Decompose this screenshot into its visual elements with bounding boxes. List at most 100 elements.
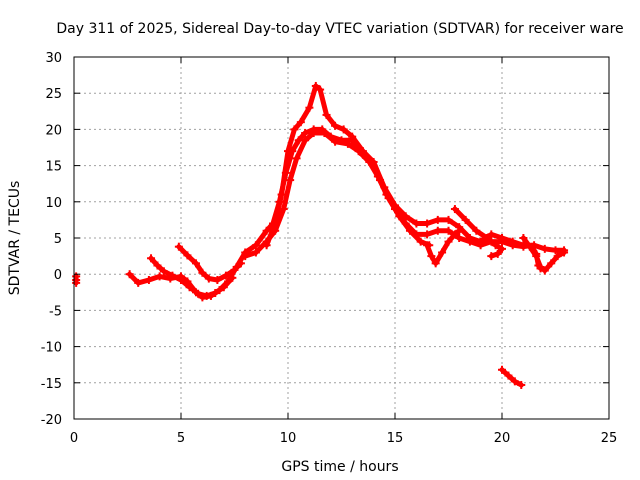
y-tick-label: -10 <box>41 341 62 356</box>
x-tick-label: 15 <box>387 431 404 446</box>
series-outlier-negative <box>499 367 524 388</box>
data-point <box>438 248 447 257</box>
data-point <box>236 259 245 268</box>
data-point <box>191 259 200 268</box>
series-lower-branch <box>242 130 432 259</box>
data-point <box>286 176 295 185</box>
data-point <box>433 226 442 235</box>
data-point <box>301 129 310 138</box>
data-point <box>412 219 421 228</box>
grid-layer <box>74 57 609 419</box>
data-point <box>202 291 211 300</box>
data-point <box>547 259 556 268</box>
data-point <box>416 237 425 246</box>
data-point <box>498 244 506 253</box>
data-point <box>230 265 239 274</box>
series-main-track <box>127 126 567 300</box>
data-point <box>331 137 340 146</box>
data-point <box>450 230 459 239</box>
data-point <box>423 219 432 228</box>
data-point <box>159 267 168 276</box>
data-point <box>185 283 194 292</box>
x-tick-label: 5 <box>177 431 185 446</box>
data-point <box>519 234 528 242</box>
data-point <box>551 246 560 255</box>
y-tick-label: 30 <box>45 51 62 66</box>
data-point <box>431 259 440 268</box>
x-tick-label: 25 <box>601 431 618 446</box>
data-point <box>251 241 260 250</box>
y-tick-label: -15 <box>41 377 62 392</box>
data-point <box>72 278 81 287</box>
data-point <box>455 226 464 235</box>
data-point <box>311 81 320 90</box>
data-point <box>517 380 526 389</box>
data-point <box>560 248 569 257</box>
data-point <box>444 237 453 246</box>
data-point <box>504 371 513 380</box>
data-point <box>476 237 485 246</box>
y-tick-label: 15 <box>45 160 62 175</box>
data-point <box>487 252 496 261</box>
data-point <box>198 268 207 277</box>
data-point <box>183 251 192 260</box>
data-point <box>527 242 536 251</box>
data-point <box>134 278 143 287</box>
data-point <box>487 230 496 239</box>
data-point <box>508 237 517 246</box>
x-tick-label: 10 <box>280 431 297 446</box>
data-point <box>427 252 436 261</box>
data-point <box>322 110 331 119</box>
data-point <box>450 205 459 214</box>
data-point <box>343 139 352 148</box>
y-tick-label: 5 <box>54 232 62 247</box>
data-point <box>309 129 318 138</box>
data-point <box>292 154 301 163</box>
y-tick-label: 20 <box>45 123 62 138</box>
data-point <box>144 275 153 284</box>
data-point <box>553 252 562 261</box>
data-point <box>493 249 502 258</box>
data-point <box>305 103 314 112</box>
data-point <box>461 215 470 224</box>
data-point <box>540 244 549 253</box>
data-point <box>444 226 453 235</box>
data-point <box>251 248 260 257</box>
data-point <box>296 118 305 127</box>
data-point <box>384 194 393 203</box>
y-tick-label: -20 <box>41 413 62 428</box>
data-point <box>444 215 453 224</box>
data-point <box>433 215 442 224</box>
data-point <box>279 205 288 214</box>
data-point <box>174 242 183 251</box>
series-tail-21-dip <box>529 244 543 271</box>
y-tick-label: -5 <box>49 304 62 319</box>
data-point <box>423 241 432 250</box>
data-point <box>483 234 492 242</box>
data-point <box>316 85 325 94</box>
data-point <box>423 230 432 239</box>
data-point <box>354 147 363 156</box>
ticks-layer: 0 5 10 15 20 25 -20 -15 -10 -5 0 5 10 15 20 25 30 <box>41 51 618 446</box>
data-point <box>491 241 500 250</box>
y-tick-label: 0 <box>54 268 62 283</box>
data-point <box>284 147 292 156</box>
data-point <box>510 377 519 386</box>
data-point <box>339 125 348 134</box>
data-point <box>536 264 545 273</box>
y-axis-label: SDTVAR / TECUs <box>7 181 23 296</box>
data-point <box>271 226 280 235</box>
data-point <box>204 274 213 283</box>
x-tick-label: 0 <box>70 431 78 446</box>
data-point <box>147 254 156 263</box>
data-point <box>155 272 164 281</box>
data-point <box>301 136 310 145</box>
data-point <box>241 252 250 261</box>
data-point <box>472 226 481 235</box>
data-point <box>153 261 162 270</box>
data-point <box>290 125 299 134</box>
data-point <box>365 157 374 166</box>
chart-title: Day 311 of 2025, Sidereal Day-to-day VTE… <box>56 21 623 37</box>
data-point <box>540 266 549 275</box>
